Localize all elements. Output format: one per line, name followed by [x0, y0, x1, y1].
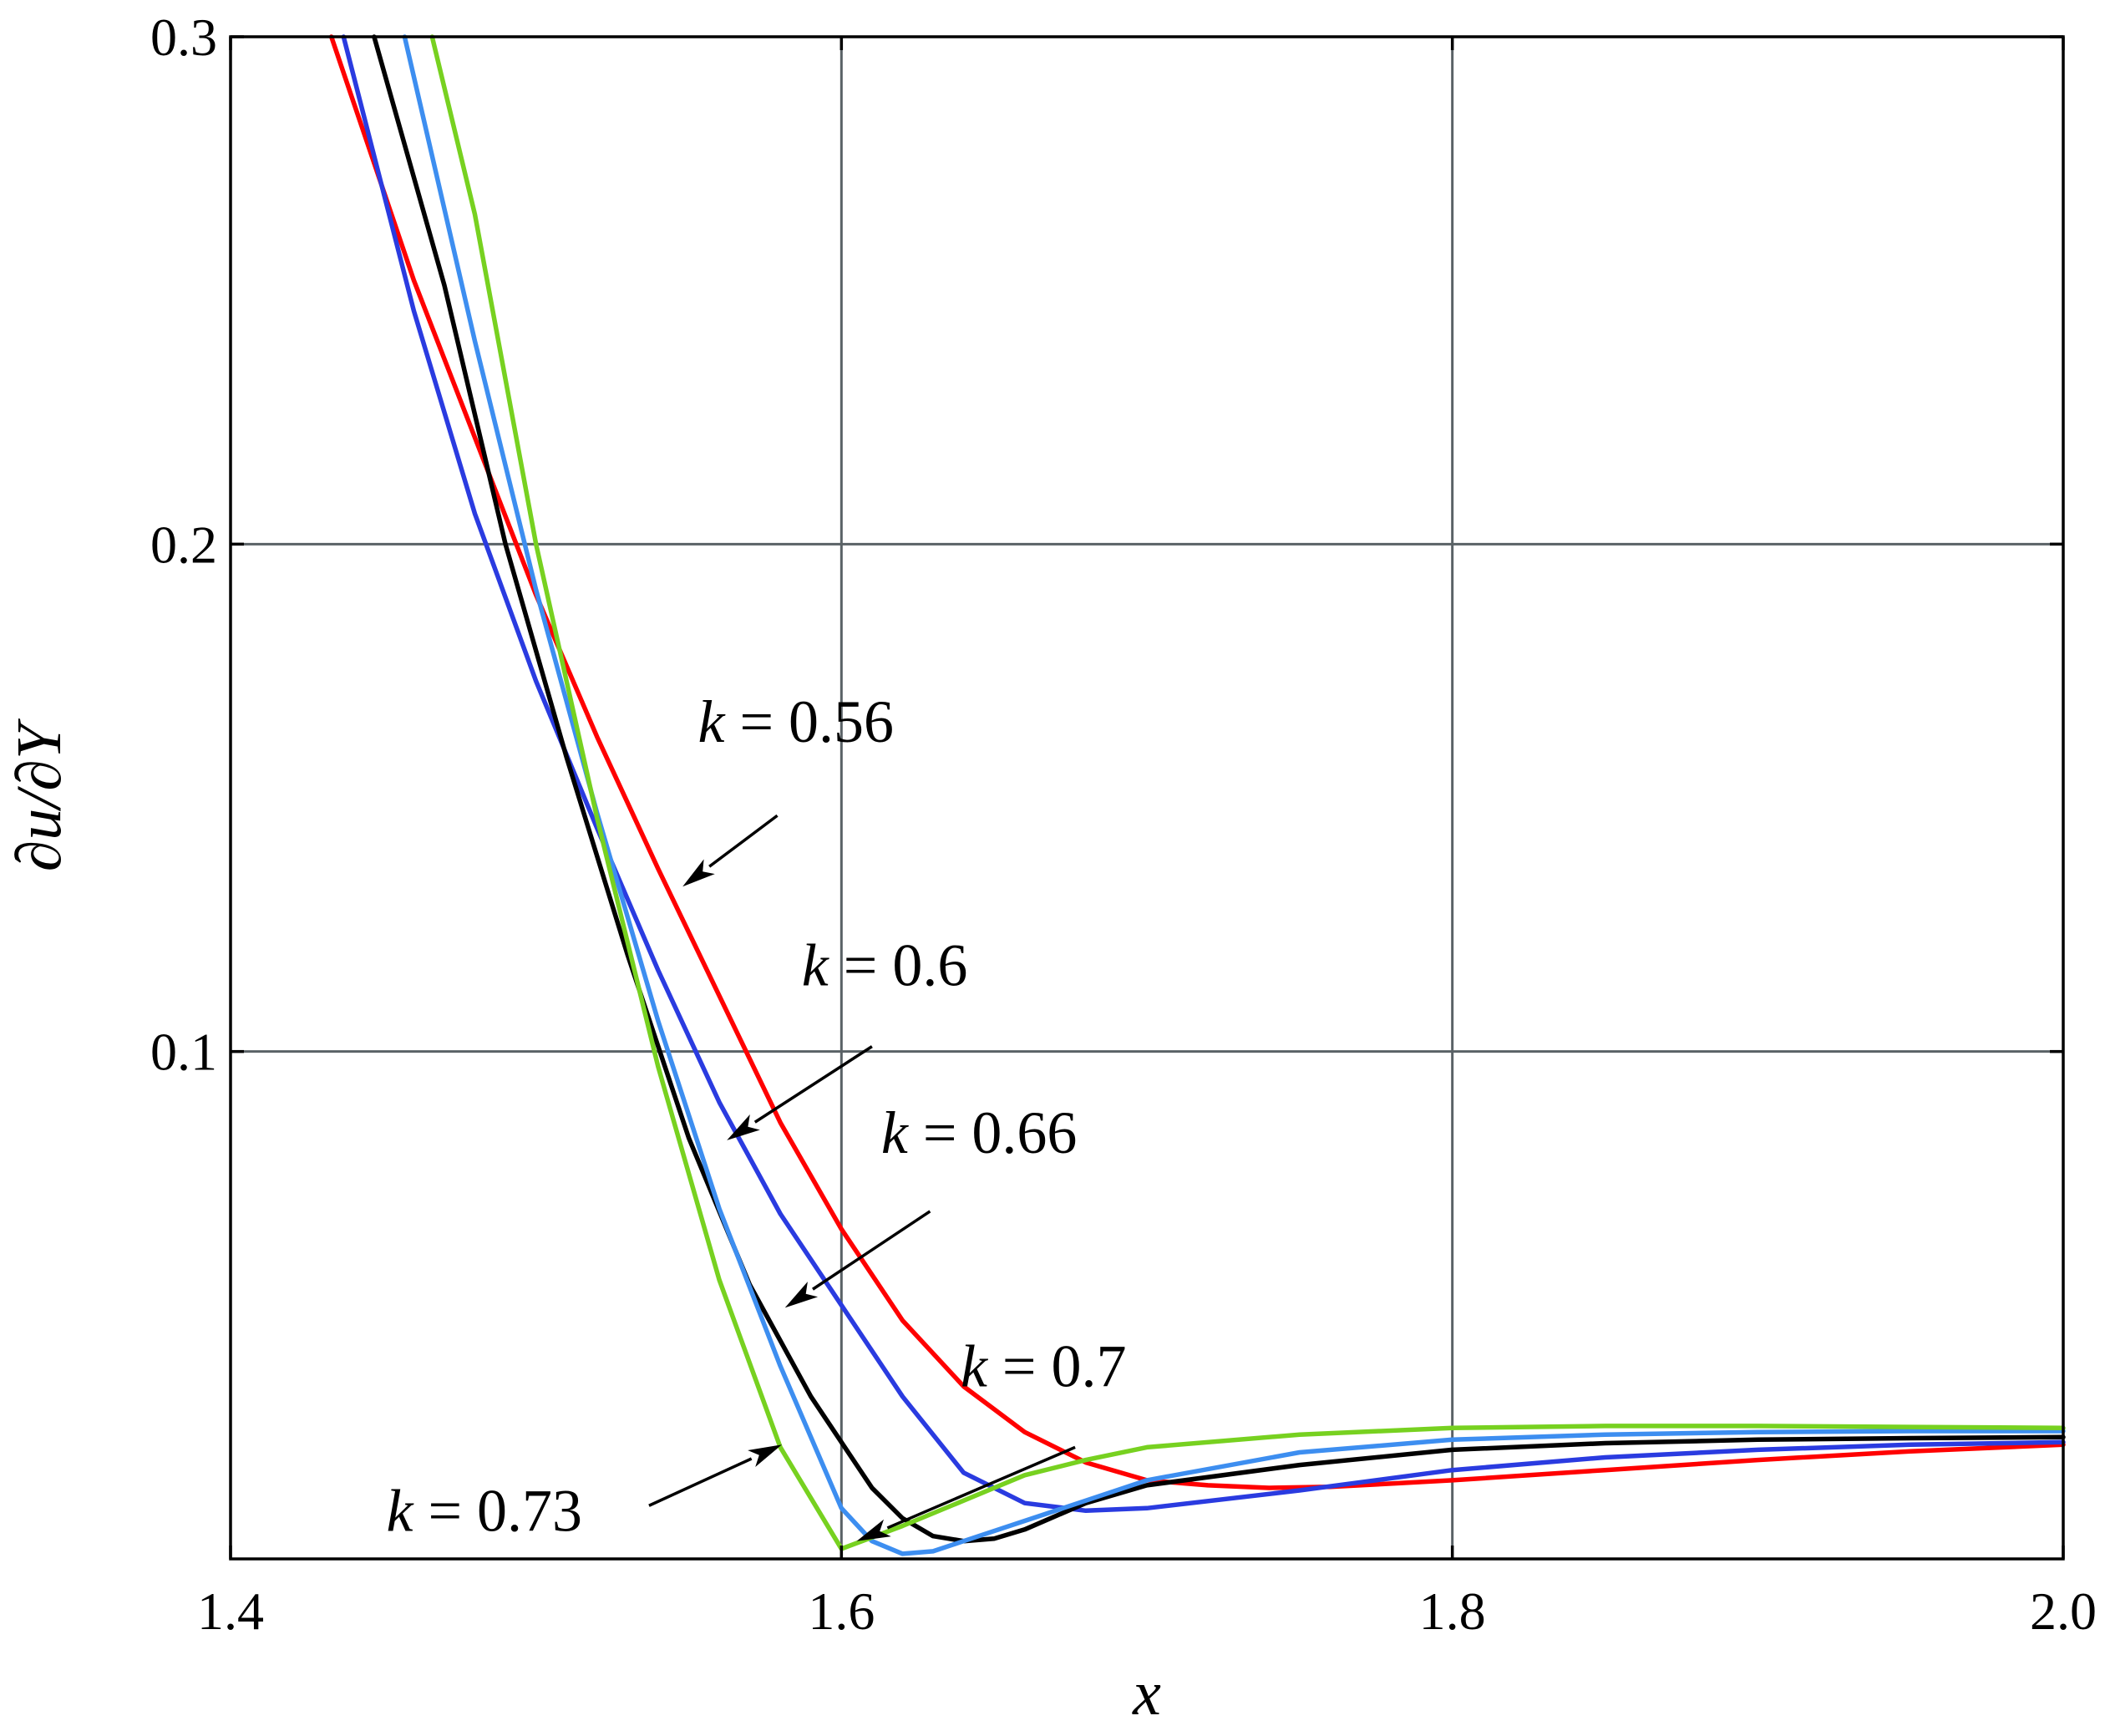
x-tick-labels: 1.4 1.6 1.8 2.0 — [197, 1581, 2097, 1641]
annotation-label-3: k = 0.7 — [961, 1333, 1127, 1400]
series-lines — [328, 34, 2066, 1556]
x-axis-label: x — [1132, 1658, 1161, 1728]
series-line-0 — [328, 34, 2066, 1490]
annotation-arrowhead-3 — [856, 1519, 891, 1541]
axis-ticks — [229, 35, 2065, 1559]
annotation-arrowhead-0 — [682, 859, 715, 887]
annotation-arrow-line-2 — [812, 1210, 931, 1291]
annotation-k-0: k — [697, 688, 726, 755]
x-tick-label-0: 1.4 — [197, 1581, 264, 1641]
annotation-arrowhead-1 — [727, 1114, 760, 1140]
annotation-arrowhead-4 — [748, 1444, 782, 1467]
annotation-label-2: k = 0.66 — [881, 1099, 1078, 1166]
y-tick-label-2: 0.3 — [150, 8, 217, 67]
annotation-label-0: k = 0.56 — [697, 688, 894, 755]
annotation-value-2: = 0.66 — [908, 1099, 1078, 1166]
series-line-4 — [429, 34, 2066, 1551]
annotation-k-1: k — [802, 932, 830, 999]
annotation-value-0: = 0.56 — [724, 688, 894, 755]
series-line-3 — [402, 34, 2066, 1556]
x-tick-label-3: 2.0 — [2030, 1581, 2097, 1641]
series-line-1 — [341, 34, 2066, 1514]
annotation-value-4: = 0.73 — [413, 1478, 582, 1545]
annotation-label-1: k = 0.6 — [802, 932, 968, 999]
annotation-arrow-line-4 — [648, 1457, 753, 1507]
annotation-label-4: k = 0.73 — [386, 1478, 582, 1545]
y-tick-label-0: 0.1 — [150, 1023, 217, 1082]
grid-lines — [231, 37, 2063, 1559]
x-tick-label-2: 1.8 — [1419, 1581, 1486, 1641]
annotation-k-2: k — [881, 1099, 910, 1166]
y-tick-label-1: 0.2 — [150, 515, 217, 574]
annotations: k = 0.56k = 0.6k = 0.66k = 0.7k = 0.73 — [386, 688, 1126, 1544]
annotation-arrow-line-1 — [753, 1045, 873, 1124]
x-tick-label-1: 1.6 — [808, 1581, 875, 1641]
y-axis-label: ∂u/∂Y — [4, 718, 74, 871]
annotation-arrowhead-2 — [784, 1282, 819, 1308]
y-tick-labels: 0.1 0.2 0.3 — [150, 8, 217, 1082]
annotation-value-3: = 0.7 — [987, 1333, 1127, 1400]
series-line-2 — [372, 34, 2066, 1544]
annotation-value-1: = 0.6 — [829, 932, 968, 999]
annotation-k-4: k — [386, 1478, 414, 1545]
plot-frame — [229, 35, 2065, 1561]
annotation-arrow-line-0 — [708, 814, 779, 868]
annotation-arrow-line-3 — [886, 1445, 1076, 1530]
annotation-k-3: k — [961, 1333, 989, 1400]
